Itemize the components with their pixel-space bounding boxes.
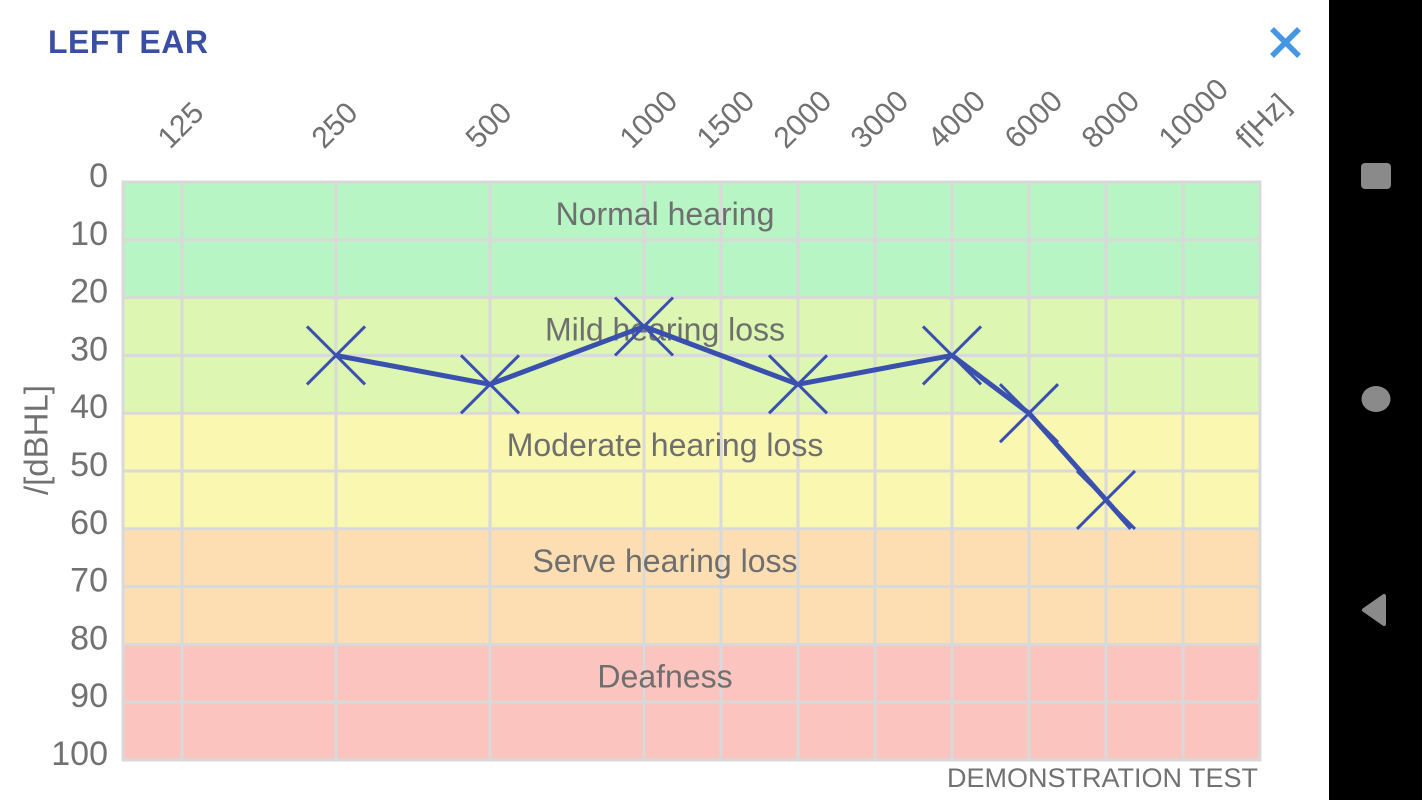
y-tick-label: 30: [70, 330, 108, 368]
demonstration-note: DEMONSTRATION TEST: [947, 763, 1258, 793]
y-tick-label: 20: [70, 273, 108, 311]
x-tick-label: 10000: [1153, 73, 1235, 155]
page-title: LEFT EAR: [48, 24, 209, 60]
x-tick-label: 6000: [999, 84, 1070, 155]
data-point-marker: [305, 325, 367, 386]
band-label: Normal hearing: [556, 196, 775, 232]
x-tick-label: 4000: [922, 84, 993, 155]
nav-home-button[interactable]: [1329, 371, 1422, 427]
close-button[interactable]: [1263, 20, 1307, 64]
band-label: Deafness: [597, 658, 732, 694]
y-tick-label: 10: [70, 215, 108, 253]
x-tick-label: 8000: [1076, 84, 1147, 155]
x-axis-unit-label: f[Hz]: [1230, 88, 1297, 155]
data-point-marker: [998, 383, 1060, 444]
band-label: Moderate hearing loss: [507, 427, 824, 463]
data-point-marker: [921, 325, 983, 386]
data-point-marker: [613, 296, 675, 357]
nav-recents-button[interactable]: [1329, 148, 1422, 204]
band-label: Serve hearing loss: [532, 543, 797, 579]
x-tick-label: 125: [152, 96, 211, 155]
y-tick-label: 60: [70, 504, 108, 542]
y-tick-label: 100: [51, 735, 108, 773]
x-tick-label: 1000: [614, 84, 685, 155]
plot-border: [121, 180, 1262, 762]
x-tick-label: 3000: [845, 84, 916, 155]
y-tick-label: 70: [70, 562, 108, 600]
data-point-marker: [459, 354, 521, 415]
y-tick-label: 0: [89, 157, 108, 195]
close-icon: [1270, 27, 1301, 58]
nav-back-button[interactable]: [1329, 582, 1422, 638]
x-tick-label: 500: [460, 96, 519, 155]
x-tick-label: 250: [306, 96, 365, 155]
y-tick-label: 40: [70, 388, 108, 426]
data-point-marker: [1075, 469, 1137, 530]
y-axis-title: /[dBHL]: [18, 385, 55, 495]
x-tick-label: 1500: [691, 84, 762, 155]
band-label: Mild hearing loss: [545, 312, 785, 348]
y-tick-label: 90: [70, 677, 108, 715]
x-tick-label: 2000: [768, 84, 839, 155]
y-tick-label: 80: [70, 619, 108, 657]
y-tick-label: 50: [70, 446, 108, 484]
android-nav-bar: [1329, 0, 1422, 800]
home-circle-icon: [1361, 386, 1390, 412]
data-point-marker: [767, 354, 829, 415]
back-triangle-icon: [1361, 594, 1386, 626]
recents-square-icon: [1360, 163, 1391, 189]
